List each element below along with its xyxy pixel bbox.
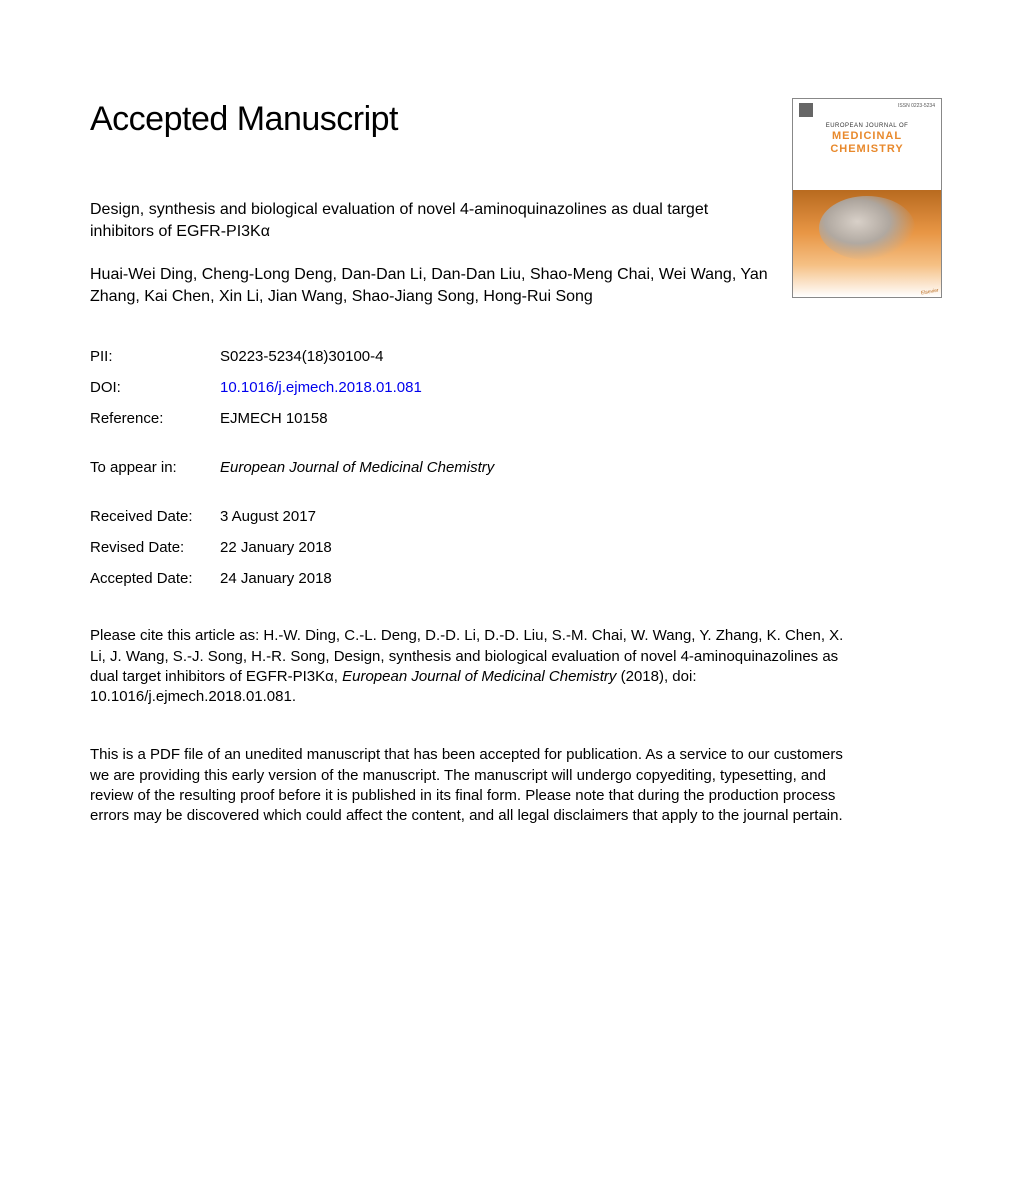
reference-label: Reference: [90, 403, 220, 434]
meta-row-pii: PII: S0223-5234(18)30100-4 [90, 341, 422, 372]
meta-row-appear: To appear in: European Journal of Medici… [90, 452, 494, 483]
cover-supertitle: EUROPEAN JOURNAL OF [801, 123, 933, 129]
revised-label: Revised Date: [90, 532, 220, 563]
doi-link[interactable]: 10.1016/j.ejmech.2018.01.081 [220, 379, 422, 396]
pii-value: S0223-5234(18)30100-4 [220, 341, 422, 372]
pii-label: PII: [90, 341, 220, 372]
cover-title-line2: CHEMISTRY [801, 144, 933, 155]
article-title: Design, synthesis and biological evaluat… [90, 199, 730, 242]
appear-label: To appear in: [90, 452, 220, 483]
meta-row-reference: Reference: EJMECH 10158 [90, 403, 422, 434]
dates-table: Received Date: 3 August 2017 Revised Dat… [90, 501, 332, 594]
appear-value: European Journal of Medicinal Chemistry [220, 459, 494, 476]
metadata-table: PII: S0223-5234(18)30100-4 DOI: 10.1016/… [90, 341, 422, 434]
accepted-label: Accepted Date: [90, 563, 220, 594]
meta-row-revised: Revised Date: 22 January 2018 [90, 532, 332, 563]
manuscript-page: ISSN 0223-5234 EUROPEAN JOURNAL OF MEDIC… [0, 0, 1020, 886]
meta-row-doi: DOI: 10.1016/j.ejmech.2018.01.081 [90, 372, 422, 403]
publisher-logo-icon [799, 103, 813, 117]
received-value: 3 August 2017 [220, 501, 332, 532]
cover-issn: ISSN 0223-5234 [898, 103, 935, 109]
doi-label: DOI: [90, 372, 220, 403]
citation-journal: European Journal of Medicinal Chemistry [342, 668, 616, 685]
accepted-value: 24 January 2018 [220, 563, 332, 594]
cover-corner-text: Elsevier [921, 287, 940, 296]
received-label: Received Date: [90, 501, 220, 532]
molecule-graphic-icon [819, 196, 915, 260]
disclaimer-paragraph: This is a PDF file of an unedited manusc… [90, 745, 860, 826]
citation-paragraph: Please cite this article as: H.-W. Ding,… [90, 626, 860, 707]
cover-header: ISSN 0223-5234 EUROPEAN JOURNAL OF MEDIC… [793, 99, 941, 190]
journal-cover-thumbnail: ISSN 0223-5234 EUROPEAN JOURNAL OF MEDIC… [792, 98, 942, 298]
author-list: Huai-Wei Ding, Cheng-Long Deng, Dan-Dan … [90, 264, 770, 307]
meta-row-accepted: Accepted Date: 24 January 2018 [90, 563, 332, 594]
cover-artwork: Elsevier [793, 190, 941, 297]
revised-value: 22 January 2018 [220, 532, 332, 563]
cover-title-line1: MEDICINAL [801, 131, 933, 142]
meta-row-received: Received Date: 3 August 2017 [90, 501, 332, 532]
appear-table: To appear in: European Journal of Medici… [90, 452, 494, 483]
reference-value: EJMECH 10158 [220, 403, 422, 434]
